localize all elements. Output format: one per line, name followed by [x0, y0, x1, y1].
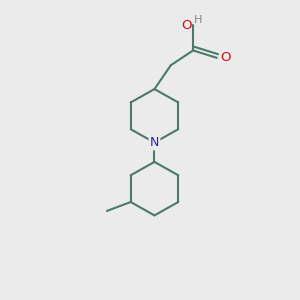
- Text: O: O: [220, 51, 231, 64]
- Text: O: O: [181, 19, 192, 32]
- Text: N: N: [150, 136, 159, 149]
- Text: H: H: [194, 15, 202, 25]
